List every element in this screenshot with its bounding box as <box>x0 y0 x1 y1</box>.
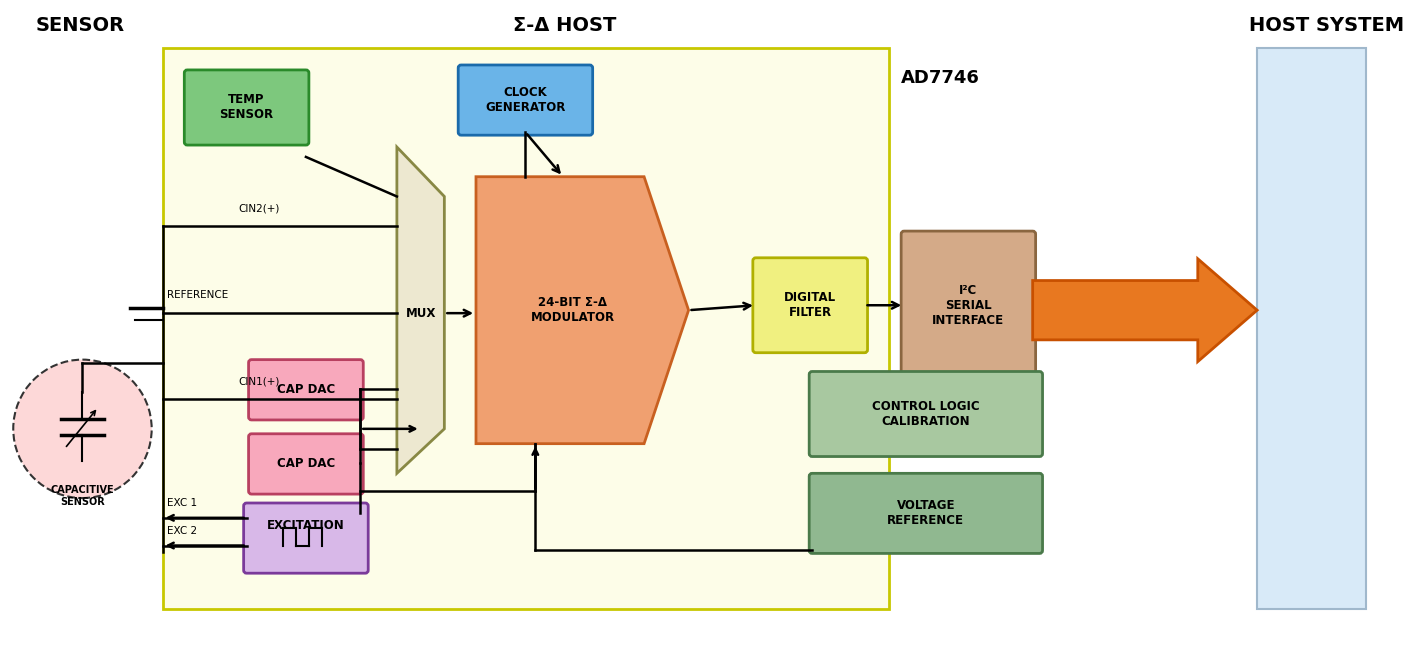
FancyBboxPatch shape <box>753 258 867 353</box>
Text: EXC 2: EXC 2 <box>167 526 197 536</box>
Text: HOST SYSTEM: HOST SYSTEM <box>1249 16 1403 35</box>
FancyBboxPatch shape <box>184 70 309 145</box>
Text: AD7746: AD7746 <box>901 69 981 87</box>
Text: CLOCK
GENERATOR: CLOCK GENERATOR <box>485 86 566 114</box>
Polygon shape <box>1033 259 1257 362</box>
Text: SENSOR: SENSOR <box>35 16 125 35</box>
Text: REFERENCE: REFERENCE <box>167 290 228 300</box>
Polygon shape <box>475 177 688 443</box>
Text: EXC 1: EXC 1 <box>167 498 197 508</box>
Text: I²C
SERIAL
INTERFACE: I²C SERIAL INTERFACE <box>932 284 1005 327</box>
Text: CAP DAC: CAP DAC <box>277 457 335 470</box>
Text: TEMP
SENSOR: TEMP SENSOR <box>220 94 274 122</box>
Text: CAP DAC: CAP DAC <box>277 383 335 396</box>
Polygon shape <box>397 147 444 473</box>
Text: 24-BIT Σ-Δ
MODULATOR: 24-BIT Σ-Δ MODULATOR <box>531 296 614 324</box>
FancyBboxPatch shape <box>248 360 363 420</box>
Text: EXCITATION: EXCITATION <box>267 519 345 532</box>
FancyBboxPatch shape <box>244 503 368 573</box>
Text: VOLTAGE
REFERENCE: VOLTAGE REFERENCE <box>887 499 965 527</box>
Text: MUX: MUX <box>406 307 436 320</box>
FancyBboxPatch shape <box>458 65 593 135</box>
Text: CONTROL LOGIC
CALIBRATION: CONTROL LOGIC CALIBRATION <box>873 400 979 428</box>
Text: CIN2(+): CIN2(+) <box>238 203 280 213</box>
Bar <box>163 48 890 609</box>
Text: Σ-Δ HOST: Σ-Δ HOST <box>514 16 617 35</box>
FancyBboxPatch shape <box>809 473 1043 553</box>
Text: CAPACITIVE
SENSOR: CAPACITIVE SENSOR <box>51 485 115 507</box>
Text: CIN1(+): CIN1(+) <box>238 377 280 387</box>
FancyBboxPatch shape <box>809 371 1043 456</box>
FancyBboxPatch shape <box>901 231 1036 381</box>
Circle shape <box>13 360 152 498</box>
Text: DIGITAL
FILTER: DIGITAL FILTER <box>785 291 836 319</box>
Bar <box>1257 48 1366 609</box>
FancyBboxPatch shape <box>248 434 363 494</box>
